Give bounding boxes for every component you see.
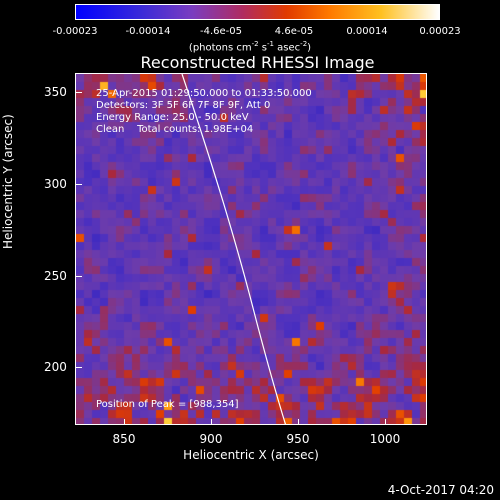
- y-tick-mark: [76, 184, 82, 185]
- y-axis-label: Heliocentric Y (arcsec): [1, 114, 15, 249]
- x-tick-label: 850: [112, 432, 136, 446]
- solar-limb-line: [181, 74, 287, 424]
- peak-position-label: Position of Peak = [988,354]: [96, 399, 239, 410]
- rhessi-image-heatmap: [76, 74, 426, 424]
- colorbar-tick-label: 4.6e-05: [274, 26, 314, 37]
- colorbar-tick-label: -0.00023: [52, 26, 98, 37]
- x-tick-mark: [211, 419, 212, 425]
- colorbar-units: (photons cm-2 s-1 asec-2): [188, 40, 312, 54]
- y-tick-label: 250: [44, 269, 67, 283]
- x-axis-label: Heliocentric X (arcsec): [183, 448, 319, 462]
- y-tick-label: 350: [44, 85, 67, 99]
- y-tick-mark: [76, 276, 82, 277]
- y-tick-label: 300: [44, 177, 67, 191]
- info-time-range: 25-Apr-2015 01:29:50.000 to 01:33:50.000: [96, 88, 312, 99]
- info-detectors: Detectors: 3F 5F 6F 7F 8F 9F, Att 0: [96, 100, 271, 111]
- info-clean-counts: Clean Total counts: 1.98E+04: [96, 124, 254, 135]
- x-tick-label: 950: [286, 432, 310, 446]
- colorbar: [75, 4, 440, 20]
- colorbar-tick-label: 0.00023: [419, 26, 461, 37]
- y-tick-mark: [76, 367, 82, 368]
- image-plot-area[interactable]: 25-Apr-2015 01:29:50.000 to 01:33:50.000…: [75, 73, 427, 425]
- colorbar-tick-label: -0.00014: [125, 26, 171, 37]
- y-tick-mark: [76, 92, 82, 93]
- y-tick-label: 200: [44, 360, 67, 374]
- colorbar-tick-label: 0.00014: [346, 26, 388, 37]
- colorbar-tick-label: -4.6e-05: [200, 26, 242, 37]
- x-tick-mark: [124, 419, 125, 425]
- render-timestamp: 4-Oct-2017 04:20: [387, 483, 494, 497]
- plot-title: Reconstructed RHESSI Image: [140, 53, 375, 72]
- x-tick-mark: [298, 419, 299, 425]
- x-tick-label: 1000: [369, 432, 401, 446]
- x-tick-label: 900: [199, 432, 223, 446]
- info-energy-range: Energy Range: 25.0 - 50.0 keV: [96, 112, 249, 123]
- x-tick-mark: [385, 419, 386, 425]
